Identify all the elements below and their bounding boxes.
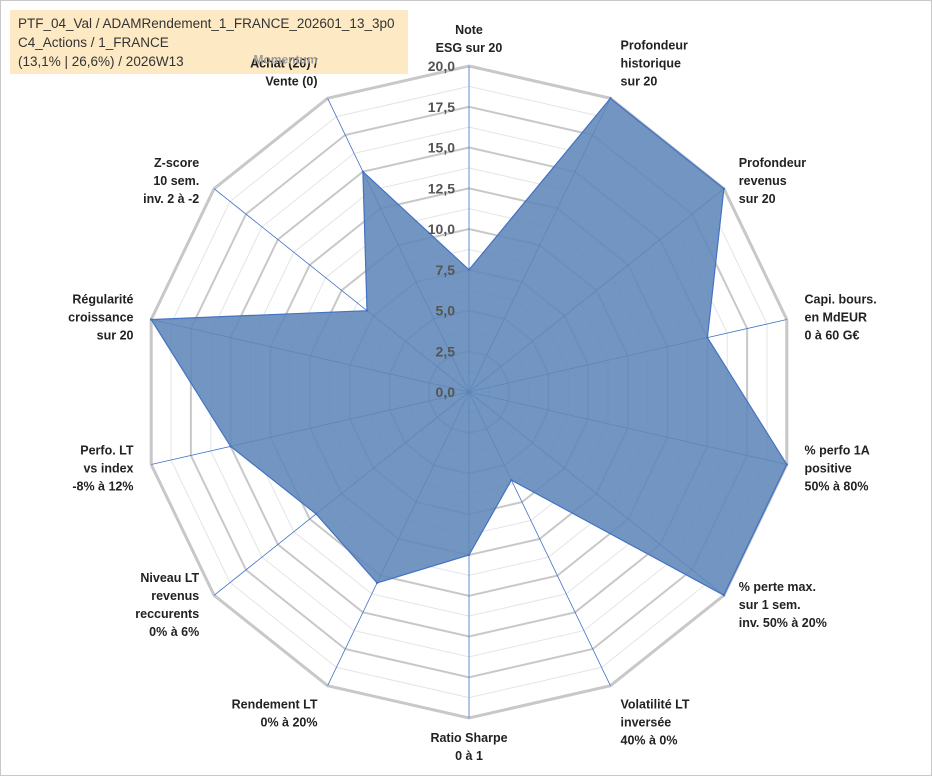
axis-label: Profondeur revenus sur 20 <box>739 156 806 206</box>
tick-label: 10,0 <box>428 221 455 237</box>
axis-label-line: revenus <box>739 174 787 188</box>
axis-label: Z-score 10 sem. inv. 2 à -2 <box>143 156 199 206</box>
portfolio-info-line-1: PTF_04_Val / ADAMRendement_1_FRANCE_2026… <box>18 16 395 31</box>
tick-label: 17,5 <box>428 99 455 115</box>
data-point <box>150 318 153 321</box>
axis-label: Niveau LT revenus reccurents 0% à 6% <box>135 571 199 639</box>
axis-label: % perfo 1A positive 50% à 80% <box>805 444 870 494</box>
axis-label: Volatilité LT inversée 40% à 0% <box>621 697 690 747</box>
data-point <box>375 581 379 585</box>
axis-label-line: en MdEUR <box>805 310 868 324</box>
axis-label-line: Perfo. LT <box>80 444 134 458</box>
data-point <box>785 463 788 466</box>
axis-label-line: Vente (0) <box>265 75 317 89</box>
axis-label-line: Niveau LT <box>140 571 199 585</box>
axis-label: Perfo. LT vs index -8% à 12% <box>72 444 134 494</box>
axis-label-line: Profondeur <box>739 156 806 170</box>
axis-label-line: Ratio Sharpe <box>430 731 507 745</box>
data-point <box>314 512 318 516</box>
axis-label-line: Z-score <box>154 156 199 170</box>
axis-label-line: Achat (20) / <box>250 57 318 71</box>
data-point <box>706 336 709 339</box>
axis-label-line: sur 20 <box>739 192 776 206</box>
data-point <box>467 268 471 271</box>
axis-label-line: 10 sem. <box>153 174 199 188</box>
axis-label: Rendement LT 0% à 20% <box>232 697 318 729</box>
axis-label-line: ESG sur 20 <box>436 41 503 55</box>
axis-label-line: inv. 2 à -2 <box>143 192 199 206</box>
axis-label-line: inversée <box>621 715 672 729</box>
axis-label-line: inv. 50% à 20% <box>739 616 827 630</box>
axis-label-line: reccurents <box>135 607 199 621</box>
axis-label-line: 0% à 20% <box>261 715 318 729</box>
portfolio-info-line-3: (13,1% | 26,6%) / 2026W13 <box>18 54 184 69</box>
axis-label-line: sur 20 <box>97 328 134 342</box>
axis-label-line: Note <box>455 23 483 37</box>
axis-label: Profondeur historique sur 20 <box>621 39 688 89</box>
axis-label: Achat (20) / Vente (0) <box>250 57 318 89</box>
tick-label: 2,5 <box>436 343 456 359</box>
axis-label: Capi. bours. en MdEUR 0 à 60 G€ <box>805 292 877 342</box>
axis-label-line: -8% à 12% <box>72 480 133 494</box>
axis-label-line: 0 à 60 G€ <box>805 328 860 342</box>
portfolio-info-line-2: C4_Actions / 1_FRANCE <box>18 35 169 50</box>
axis-label-line: Rendement LT <box>232 697 318 711</box>
axis-label: % perte max. sur 1 sem. inv. 50% à 20% <box>739 580 827 630</box>
axis-label-line: historique <box>621 57 681 71</box>
tick-label: 0,0 <box>436 384 456 400</box>
axis-label-line: sur 1 sem. <box>739 598 801 612</box>
axis-label-line: 0% à 6% <box>149 625 199 639</box>
axis-label-line: Profondeur <box>621 39 688 53</box>
tick-label: 12,5 <box>428 180 455 196</box>
axis-label: Ratio Sharpe 0 à 1 <box>430 731 507 763</box>
axis-label-line: vs index <box>83 462 133 476</box>
data-point <box>467 553 471 557</box>
axis-label-line: revenus <box>151 589 199 603</box>
data-point <box>609 97 612 100</box>
data-point <box>365 309 369 312</box>
axis-label-line: positive <box>805 462 852 476</box>
axis-label-line: 0 à 1 <box>455 749 483 763</box>
axis-label-line: 50% à 80% <box>805 480 869 494</box>
axis-label-line: % perte max. <box>739 580 816 594</box>
axis-label-line: Volatilité LT <box>621 697 690 711</box>
data-point <box>510 478 513 482</box>
axis-label-line: 40% à 0% <box>621 733 678 747</box>
momentum-annotation: Momentum <box>254 53 318 67</box>
axis-label-line: sur 20 <box>621 75 658 89</box>
data-point <box>722 187 726 190</box>
axis-label: Régularité croissance sur 20 <box>68 292 133 342</box>
axis-label-line: Régularité <box>72 292 133 306</box>
data-point <box>229 445 232 448</box>
axis-label-line: % perfo 1A <box>805 444 870 458</box>
tick-label: 15,0 <box>428 140 455 156</box>
portfolio-info-box: PTF_04_Val / ADAMRendement_1_FRANCE_2026… <box>10 10 408 74</box>
axis-label: Note ESG sur 20 <box>436 23 503 55</box>
axis-label-line: Capi. bours. <box>805 292 877 306</box>
tick-label: 5,0 <box>436 303 456 319</box>
tick-label: 20,0 <box>428 58 455 74</box>
data-point <box>722 594 726 597</box>
tick-label: 7,5 <box>436 262 456 278</box>
axis-label-line: croissance <box>68 310 133 324</box>
data-point <box>361 170 365 173</box>
